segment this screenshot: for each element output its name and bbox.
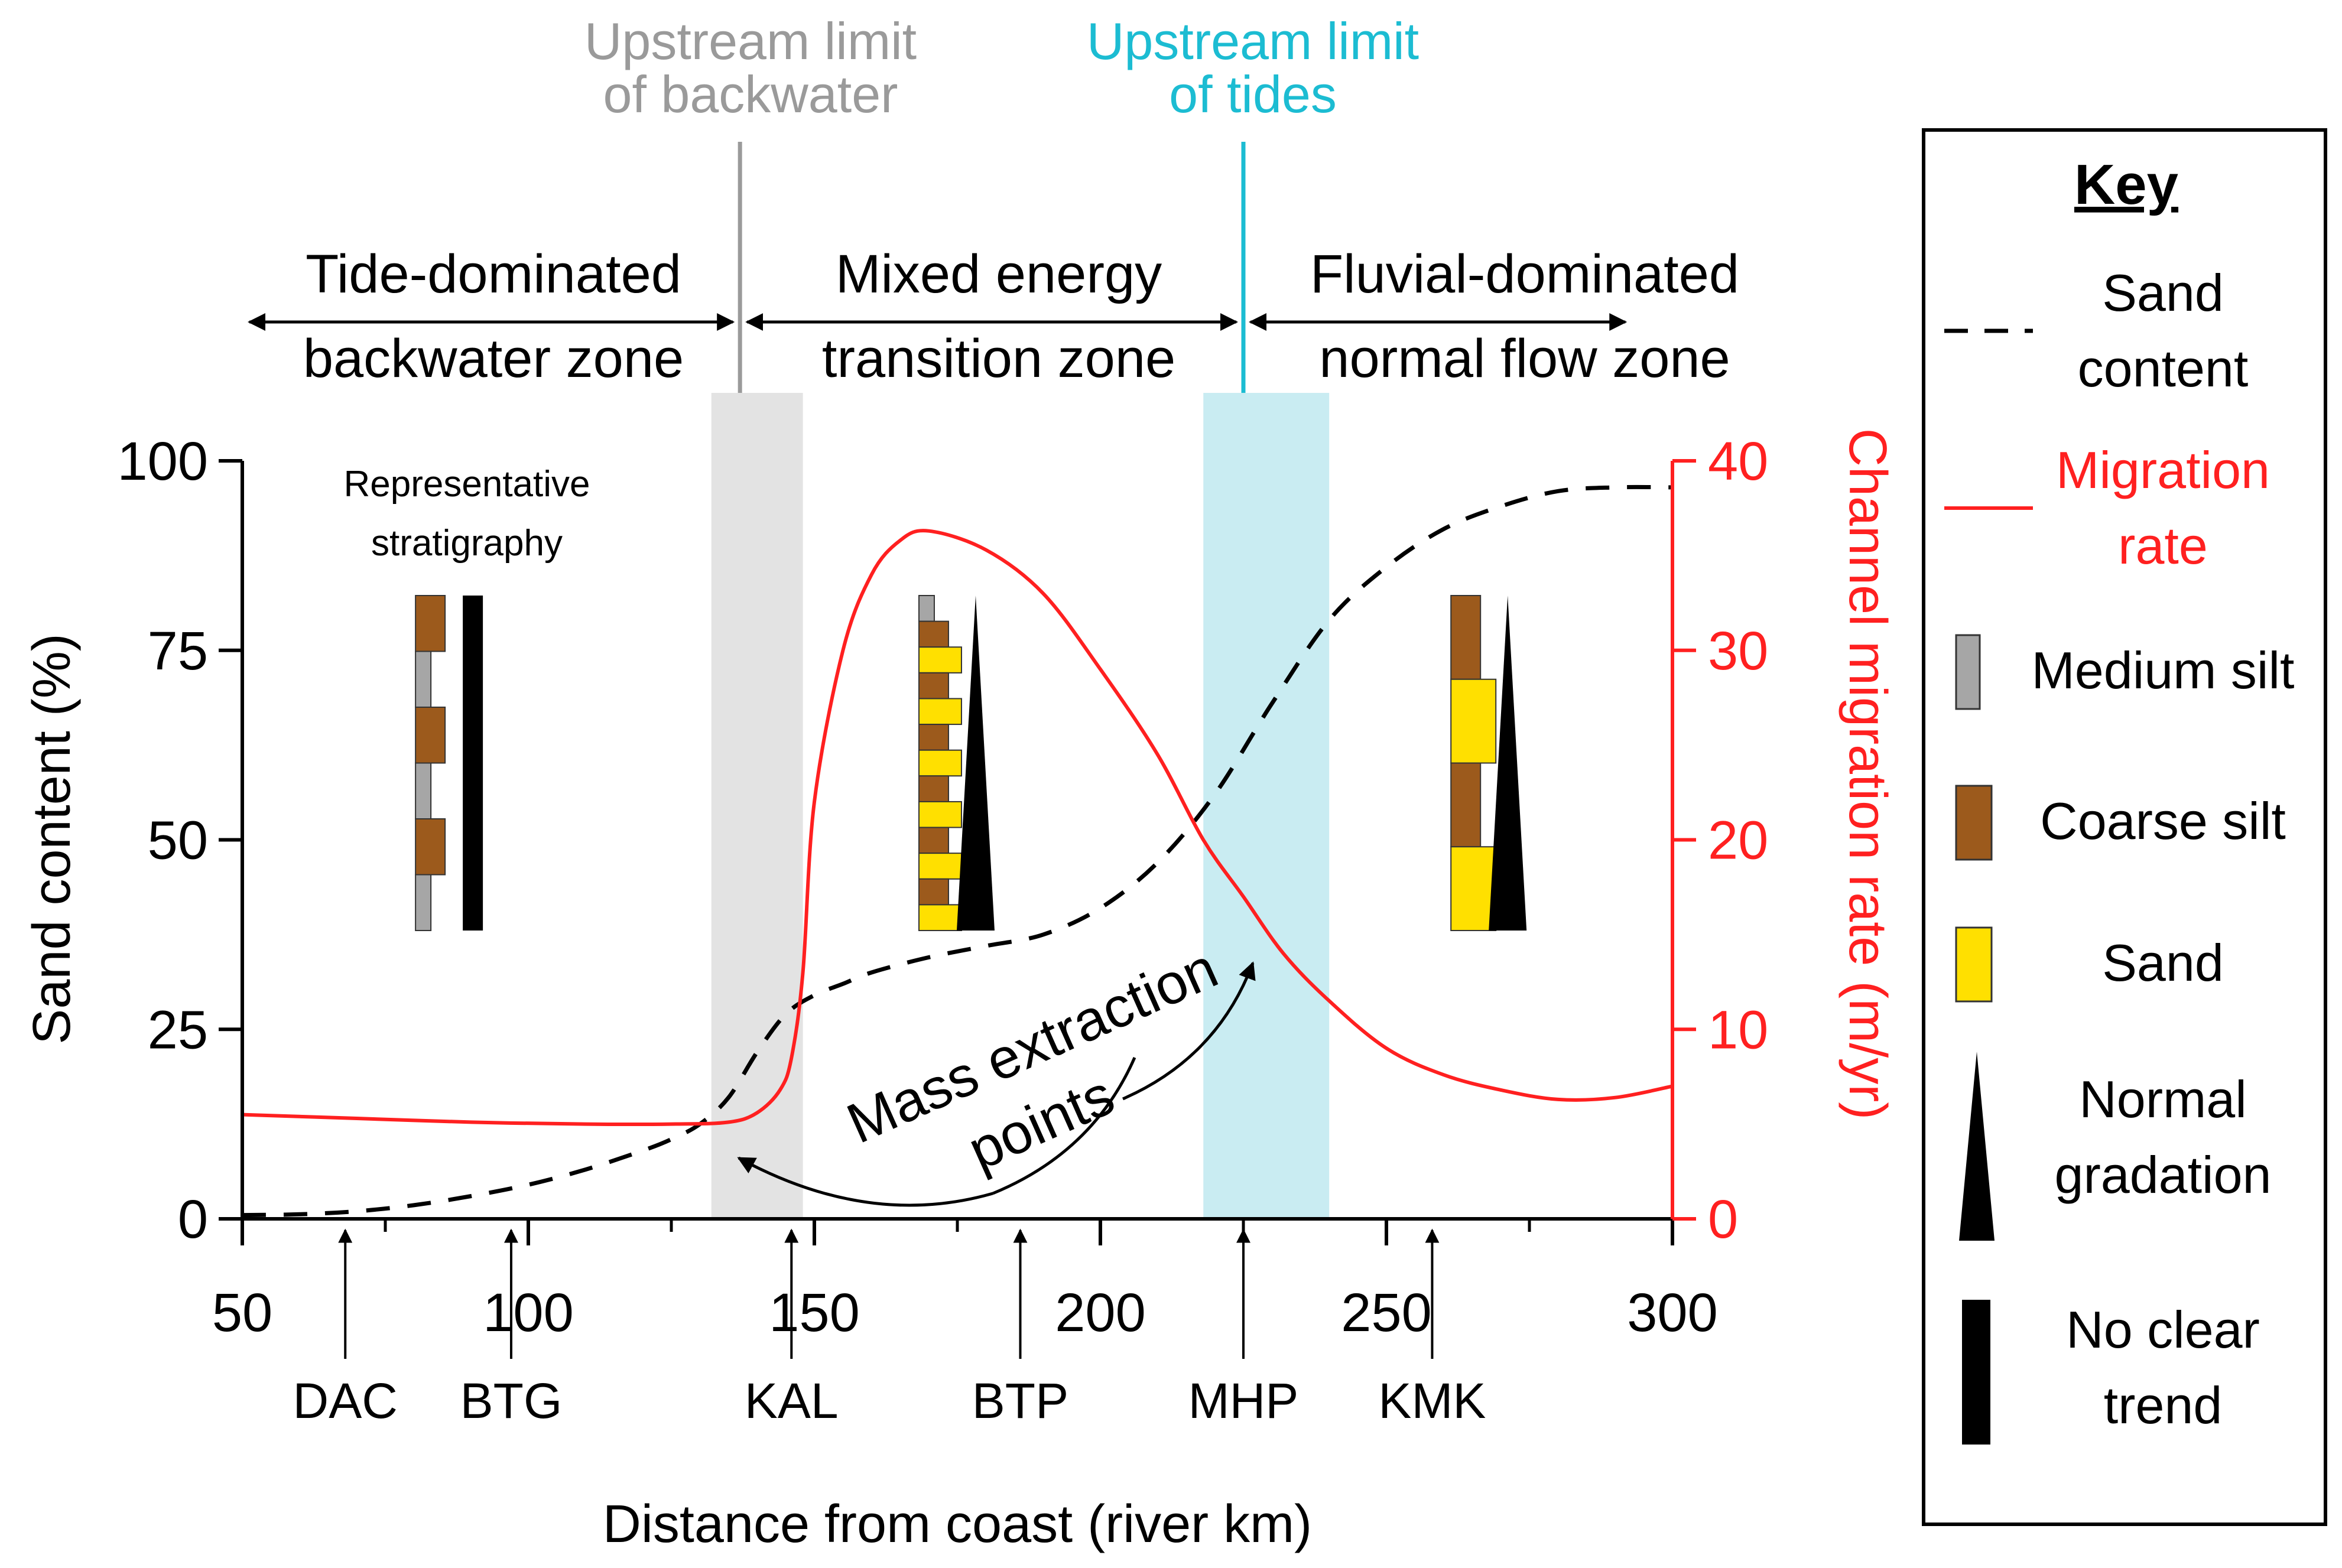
no-clear-trend-bar [463,596,483,931]
coarse-silt-legend-label: Coarse silt [2040,792,2286,850]
y-right-axis-title: Channel migration rate (m/yr) [1838,428,1897,1120]
station-label: DAC [293,1373,398,1429]
stratigraphy-layer: Representative stratigraphy [343,464,1527,932]
limit-label-2: Upstream limit [1087,12,1419,70]
normal-gradation-triangle [956,596,995,931]
y-left-tick-label: 50 [148,811,208,871]
zone-label-2: transition zone [822,328,1175,389]
strat-layer [1450,762,1482,848]
backwater-limit-zone [711,393,803,1219]
strat-layer [1450,678,1497,764]
strat-layer [918,904,962,932]
y-left-tick-label: 0 [178,1189,208,1250]
x-tick-label: 250 [1341,1283,1432,1343]
extraction-arrow-left [737,1156,993,1207]
y-left-tick-label: 25 [148,1000,208,1060]
sand-content-legend-label: Sand [2102,263,2224,322]
normal-gradation-triangle [1489,596,1527,931]
y-left-tick-label: 100 [118,431,209,492]
no-clear-trend-legend-label: No clear [2066,1300,2260,1359]
y-right-tick-label: 40 [1708,431,1768,492]
x-tick-label: 100 [483,1283,574,1343]
station-label: BTG [460,1373,563,1429]
zone-label-3: normal flow zone [1319,328,1730,389]
strat-layer [415,595,446,652]
sand-content-line [242,484,1673,1218]
stratigraphy-title: Representative [343,464,590,505]
medium-silt-legend-label: Medium silt [2032,641,2295,700]
limit-label-1: Upstream limit [584,12,917,70]
stratigraphy-title: stratigraphy [371,523,563,564]
legend-title: Key [2074,153,2178,216]
strat-layer [918,595,935,622]
strat-layer [918,775,949,802]
strat-layer [918,724,949,751]
x-tick-label: 150 [769,1283,860,1343]
strat-layer [918,878,949,906]
x-axis-title: Distance from coast (river km) [603,1495,1312,1554]
strat-layer [415,650,432,708]
station-label: MHP [1188,1373,1299,1429]
limit-label-2: of tides [1169,65,1337,123]
strat-layer [918,749,962,777]
normal-gradation-legend-label: Normal [2079,1070,2247,1128]
y-left-tick-label: 75 [148,621,208,681]
strat-layer [415,818,446,876]
y-right-tick-label: 10 [1708,1000,1768,1060]
y-right-tick-label: 30 [1708,621,1768,681]
x-tick-label: 50 [212,1283,272,1343]
station-label: KAL [745,1373,839,1429]
strat-layer [918,646,962,674]
y-left-axis-title: Sand content (%) [22,633,82,1044]
strat-layer [1450,595,1482,680]
legend-layer: Key Sand content Migration rate Medium silt Co… [1922,128,2327,1526]
strat-layer [918,827,949,854]
y-right-tick-label: 20 [1708,811,1768,871]
migration-rate-line [242,529,1673,1127]
limit-label-1: of backwater [603,65,898,123]
strat-layer [415,874,432,931]
axes-layer: 50 100 150 200 250 300 0 25 50 75 100 0 10 20 30 40 Dist… [22,428,1897,1554]
shaded-zones-layer [711,393,1330,1219]
no-clear-trend-legend-symbol [1962,1300,1990,1445]
normal-gradation-legend-symbol [1959,1052,1995,1241]
strat-layer [918,620,949,648]
extraction-arrow-right [1122,961,1256,1101]
x-tick-label: 200 [1055,1283,1146,1343]
normal-gradation-legend-label: gradation [2055,1146,2272,1204]
zone-label-1: Tide-dominated [306,244,681,304]
strat-layer [415,762,432,819]
zone-label-1: backwater zone [303,328,684,389]
sand-legend-symbol [1955,926,1993,1003]
medium-silt-legend-symbol [1955,634,1981,710]
strat-layer [918,801,962,828]
y-right-tick-label: 0 [1708,1189,1738,1250]
strat-layer [918,672,949,700]
migration-rate-legend-label: Migration [2056,441,2270,499]
zone-label-3: Fluvial-dominated [1310,244,1739,304]
strat-layer [918,698,962,726]
x-tick-label: 300 [1627,1283,1718,1343]
migration-rate-legend-label: rate [2118,516,2208,575]
station-label: KMK [1378,1373,1486,1429]
no-clear-trend-legend-label: trend [2104,1376,2223,1434]
extraction-curve [992,1056,1136,1195]
station-label: BTP [972,1373,1068,1429]
sand-legend-label: Sand [2102,933,2224,992]
series-layer [242,484,1673,1218]
coarse-silt-legend-symbol [1955,785,1993,861]
sand-content-legend-label: content [2078,339,2249,398]
strat-layer [918,853,962,880]
tidal-limit-zone [1203,393,1330,1219]
zone-label-2: Mixed energy [836,244,1162,304]
strat-layer [1450,846,1497,931]
strat-layer [415,707,446,764]
